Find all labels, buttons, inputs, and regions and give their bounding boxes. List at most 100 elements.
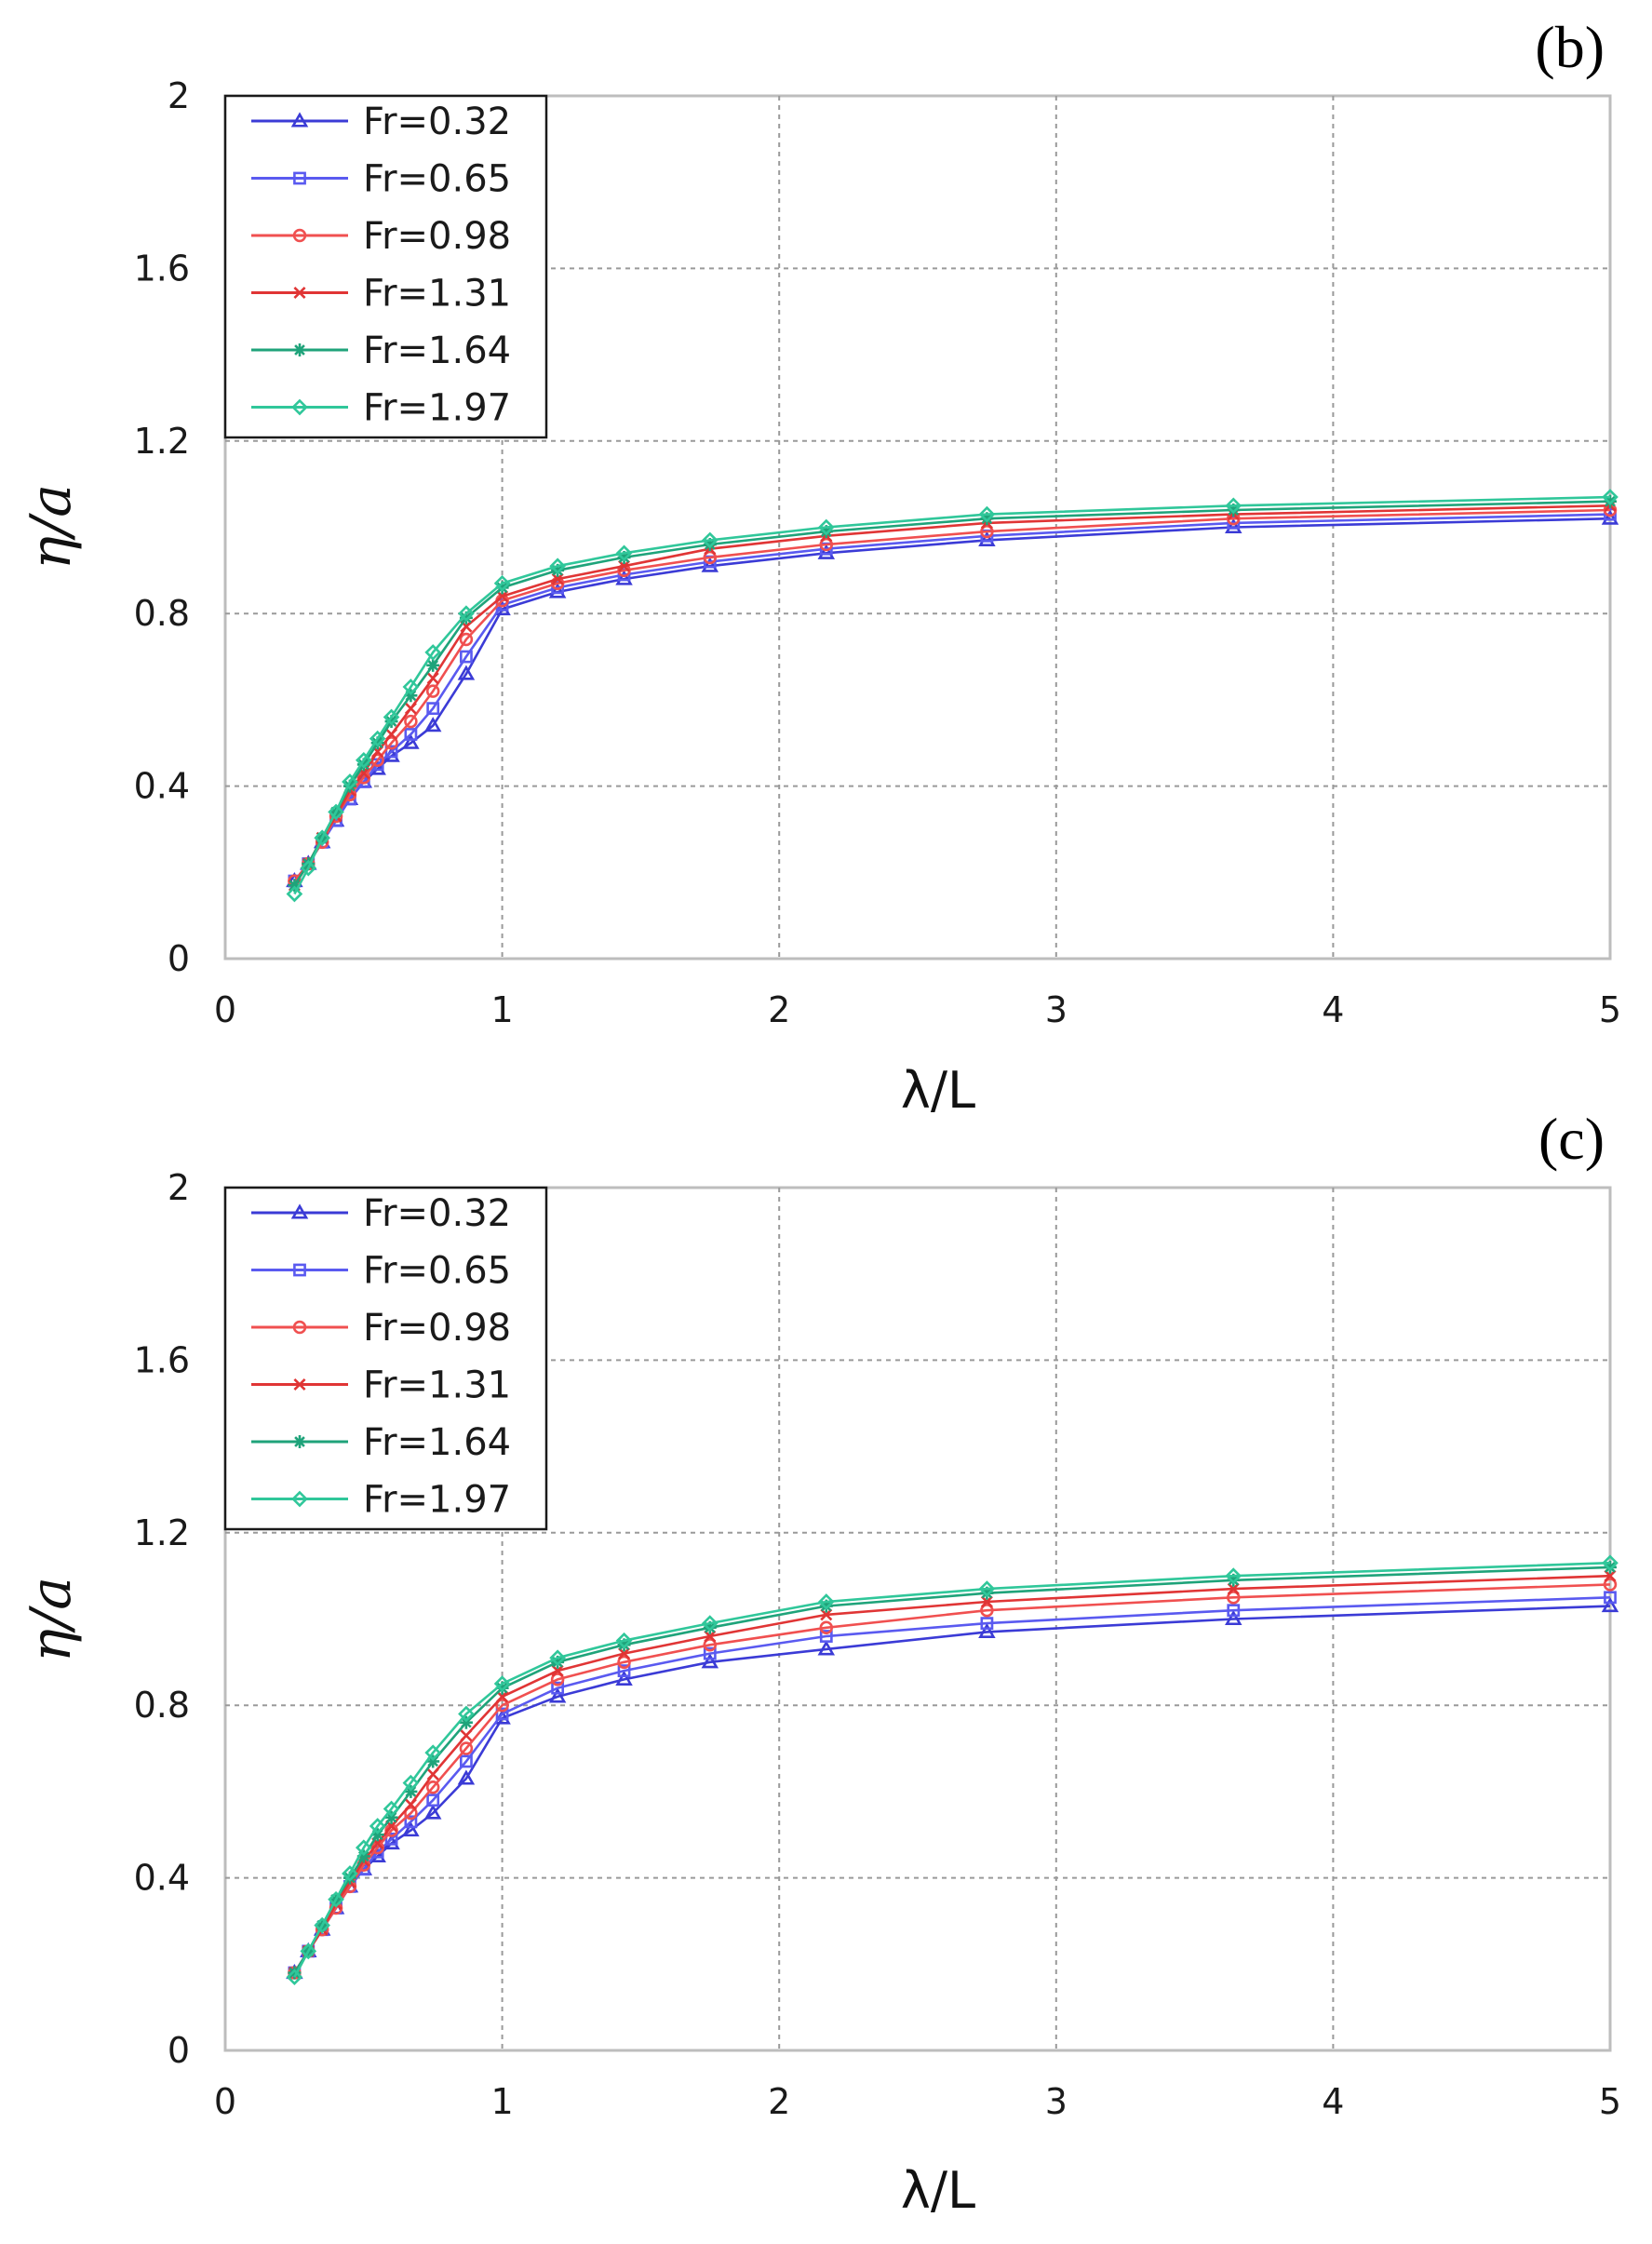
- data-point: [551, 1681, 565, 1695]
- data-point: [549, 1649, 566, 1667]
- series-line: [293, 1561, 1611, 1978]
- data-point: [426, 1767, 439, 1780]
- data-point: [355, 1839, 372, 1856]
- legend-item: Fr=0.65: [251, 1250, 511, 1293]
- data-point: [385, 728, 398, 741]
- legend-box: [223, 1186, 548, 1531]
- data-point: [819, 1620, 834, 1635]
- y-axis-label: η/a: [19, 1577, 84, 1662]
- y-tick-label: 0.8: [134, 593, 190, 634]
- legend-item: Fr=0.32: [251, 1192, 511, 1235]
- data-point: [384, 1832, 398, 1846]
- data-point: [290, 1203, 309, 1219]
- x-axis-label: λ/L: [901, 1061, 975, 1120]
- data-point: [291, 398, 308, 416]
- data-point: [402, 679, 420, 695]
- data-point: [1601, 509, 1619, 525]
- data-point: [460, 1754, 473, 1768]
- data-point: [1604, 507, 1617, 521]
- data-point: [978, 531, 996, 546]
- legend: Fr=0.32 Fr=0.65 Fr=0.98 Fr=1.31 Fr=1.64 Fr=1.…: [223, 1186, 548, 1531]
- data-point: [615, 1670, 633, 1686]
- data-point: [425, 1780, 440, 1794]
- y-tick-label: 1.6: [134, 248, 190, 289]
- data-point: [817, 544, 836, 559]
- data-point: [292, 228, 307, 243]
- data-point: [493, 574, 511, 592]
- data-point: [293, 1435, 306, 1448]
- data-point: [703, 1646, 717, 1660]
- x-tick-label: 2: [768, 2081, 790, 2122]
- x-tick-label: 5: [1599, 2081, 1621, 2122]
- data-point: [978, 1622, 996, 1638]
- data-point: [615, 1632, 633, 1649]
- legend-box: [223, 94, 548, 439]
- legend-item: Fr=0.98: [251, 215, 511, 258]
- y-tick-label: 1.6: [134, 1339, 190, 1380]
- legend-label: Fr=0.98: [363, 1307, 511, 1350]
- legend-item: Fr=1.64: [251, 1421, 511, 1464]
- data-point: [460, 1729, 473, 1742]
- data-point: [314, 829, 330, 847]
- data-point: [701, 1653, 719, 1669]
- data-point: [549, 558, 566, 575]
- legend-item: Fr=0.65: [251, 158, 511, 201]
- y-tick-label: 0: [168, 938, 190, 979]
- data-point: [1225, 1609, 1242, 1626]
- data-point: [1604, 1591, 1617, 1605]
- legend-label: Fr=1.31: [363, 1364, 511, 1407]
- legend-item: Fr=1.31: [251, 273, 511, 316]
- data-point: [424, 644, 442, 661]
- data-point: [300, 1942, 317, 1960]
- data-point: [459, 1741, 474, 1755]
- data-point: [1603, 1578, 1618, 1592]
- x-axis-label: λ/L: [901, 2161, 975, 2220]
- legend-label: Fr=1.97: [363, 387, 511, 430]
- data-point: [426, 658, 440, 672]
- y-tick-label: 0.4: [134, 766, 190, 807]
- x-tick-label: 1: [491, 989, 514, 1030]
- legend-label: Fr=1.97: [363, 1479, 511, 1522]
- legend-label: Fr=0.32: [363, 1192, 511, 1235]
- legend-item: Fr=1.97: [251, 1479, 511, 1522]
- y-tick-label: 1.2: [134, 1512, 190, 1553]
- data-point: [617, 1664, 631, 1678]
- data-point: [458, 605, 475, 623]
- legend-item: Fr=0.32: [251, 101, 511, 143]
- data-point: [615, 544, 633, 562]
- data-point: [383, 708, 400, 726]
- legend-item: Fr=1.31: [251, 1364, 511, 1407]
- legend: Fr=0.32 Fr=0.65 Fr=0.98 Fr=1.31 Fr=1.64 Fr=1.…: [223, 94, 548, 439]
- data-point: [384, 1810, 398, 1824]
- data-point: [402, 733, 420, 749]
- data-point: [369, 1818, 386, 1834]
- data-point: [980, 1603, 994, 1618]
- data-point: [495, 1698, 509, 1713]
- data-point: [290, 112, 309, 128]
- data-point: [701, 1615, 719, 1632]
- data-point: [980, 524, 994, 539]
- x-tick-label: 4: [1322, 2081, 1344, 2122]
- data-point: [328, 803, 344, 821]
- data-point: [426, 1794, 440, 1807]
- data-point: [978, 1580, 996, 1597]
- panel-label: (c): [1538, 1106, 1605, 1172]
- x-tick-label: 5: [1599, 989, 1621, 1030]
- data-point: [457, 1769, 476, 1785]
- y-tick-label: 1.2: [134, 421, 190, 462]
- data-point: [458, 1705, 475, 1723]
- data-point: [703, 550, 718, 565]
- data-point: [1604, 494, 1617, 508]
- data-point: [1602, 1554, 1618, 1572]
- data-point: [424, 1744, 442, 1762]
- data-point: [703, 1638, 718, 1652]
- data-point: [978, 505, 996, 523]
- legend-item: Fr=1.97: [251, 387, 511, 430]
- data-point: [1225, 517, 1242, 534]
- legend-label: Fr=1.64: [363, 329, 511, 372]
- data-point: [817, 518, 835, 536]
- data-point: [423, 1804, 442, 1820]
- data-point: [342, 1865, 358, 1882]
- legend-item: Fr=0.98: [251, 1307, 511, 1350]
- data-point: [293, 1377, 306, 1391]
